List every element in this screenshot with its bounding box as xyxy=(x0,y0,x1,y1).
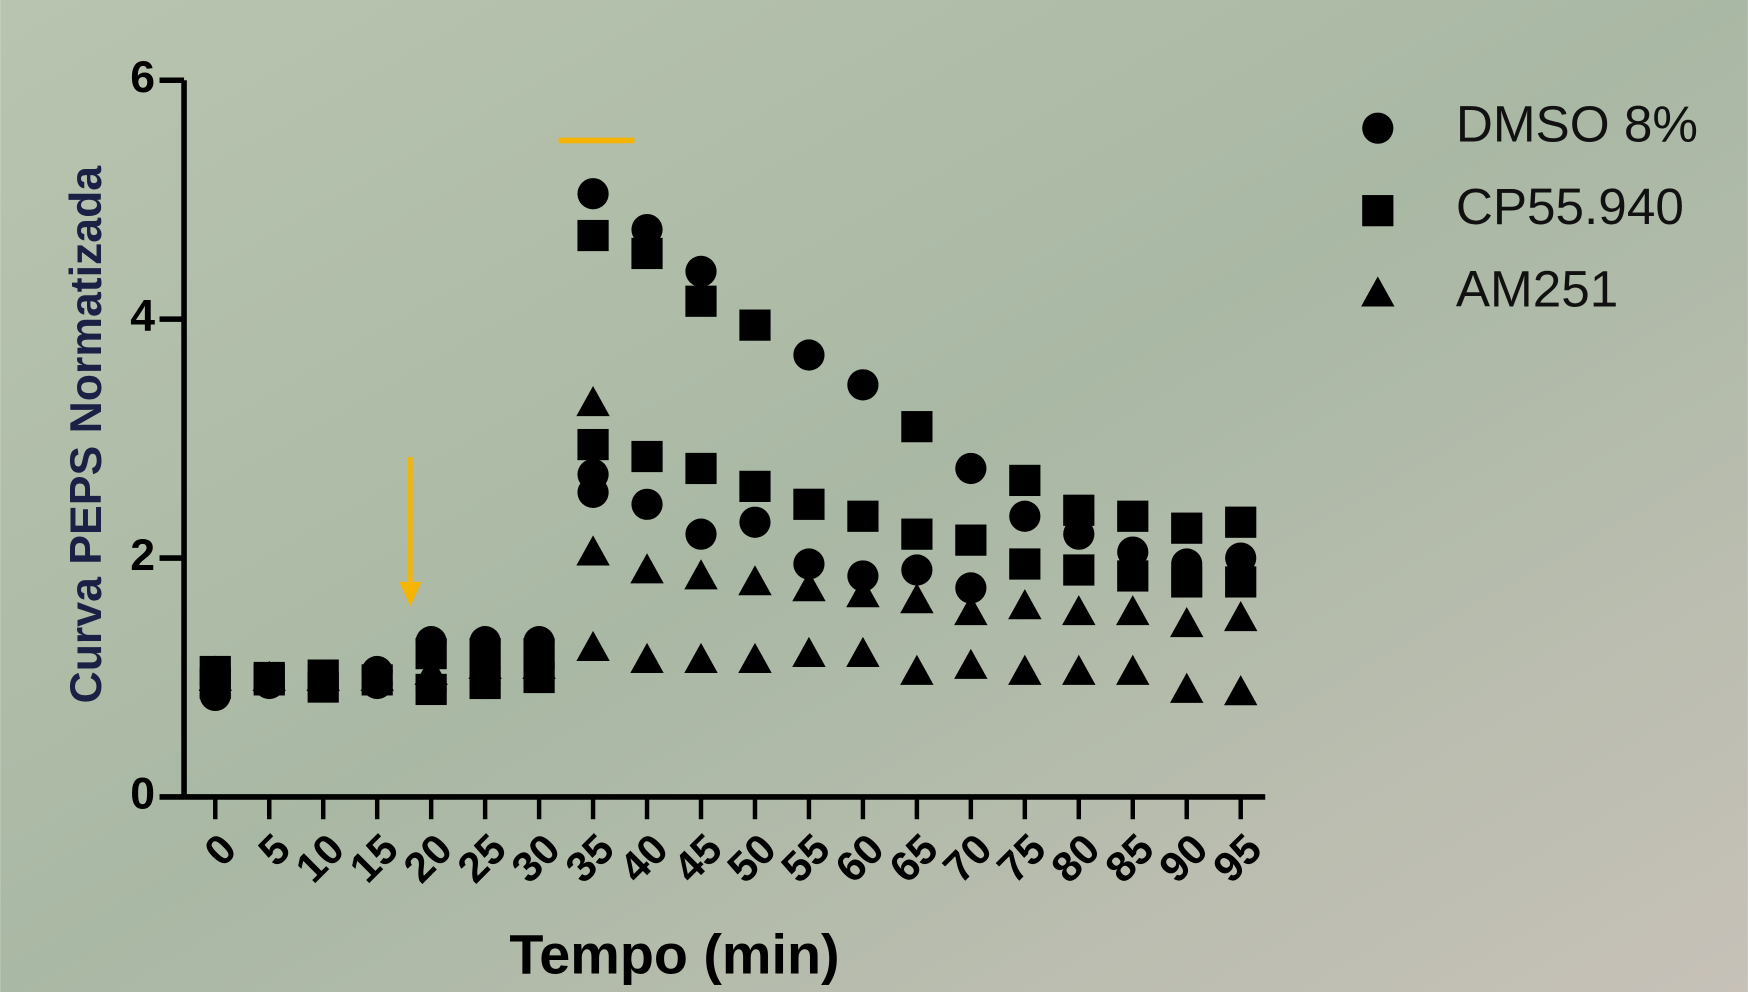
data-point xyxy=(1009,465,1040,496)
data-point xyxy=(793,339,824,370)
data-point xyxy=(1171,513,1202,544)
legend-label: DMSO 8% xyxy=(1456,96,1698,153)
data-point xyxy=(1063,554,1094,585)
data-point xyxy=(577,477,608,508)
data-point xyxy=(631,238,662,269)
x-axis-label: Tempo (min) xyxy=(509,923,839,985)
y-tick-label: 2 xyxy=(130,531,155,580)
data-point xyxy=(1225,507,1256,538)
data-point xyxy=(1117,501,1148,532)
data-point xyxy=(1117,560,1148,591)
legend-label: CP55.940 xyxy=(1456,178,1684,235)
y-axis-label: Curva PEPS Normatizada xyxy=(62,165,111,704)
data-point xyxy=(901,411,932,442)
data-point xyxy=(847,369,878,400)
y-tick-label: 4 xyxy=(130,292,155,341)
data-point xyxy=(631,489,662,520)
data-point xyxy=(739,471,770,502)
data-point xyxy=(901,519,932,550)
data-point xyxy=(1362,195,1393,226)
data-point xyxy=(1171,566,1202,597)
data-point xyxy=(685,519,716,550)
y-tick-label: 0 xyxy=(130,770,155,819)
data-point xyxy=(1362,113,1393,144)
data-point xyxy=(631,441,662,472)
data-point xyxy=(577,220,608,251)
data-point xyxy=(577,429,608,460)
y-tick-label: 6 xyxy=(130,53,155,102)
chart: Curva PEPS Normatizada Tempo (min) 02460… xyxy=(0,0,1748,992)
data-point xyxy=(739,507,770,538)
data-point xyxy=(685,256,716,287)
data-point xyxy=(1225,566,1256,597)
data-point xyxy=(685,453,716,484)
data-point xyxy=(793,489,824,520)
data-point xyxy=(901,554,932,585)
data-point xyxy=(1009,548,1040,579)
data-point xyxy=(577,178,608,209)
data-point xyxy=(685,286,716,317)
data-point xyxy=(1009,501,1040,532)
data-point xyxy=(955,525,986,556)
data-point xyxy=(1063,495,1094,526)
data-point xyxy=(847,501,878,532)
page: {"chart_data": {"type": "scatter", "x_la… xyxy=(0,0,1748,992)
data-point xyxy=(955,453,986,484)
legend-label: AM251 xyxy=(1456,261,1618,318)
data-point xyxy=(739,310,770,341)
